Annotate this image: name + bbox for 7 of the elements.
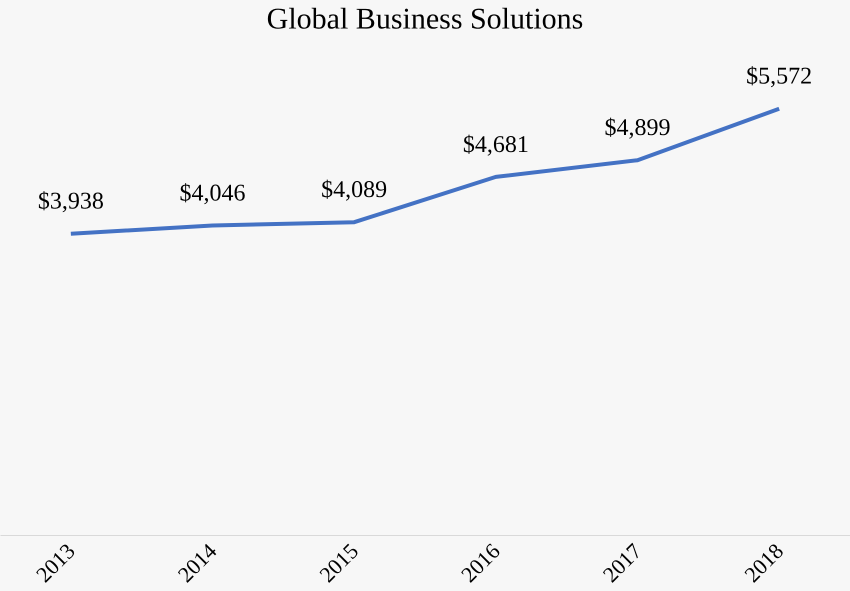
data-label: $4,089: [321, 177, 388, 204]
data-label: $4,046: [180, 180, 246, 206]
chart-title: Global Business Solutions: [266, 2, 584, 36]
data-label: $5,572: [746, 64, 812, 90]
data-label: $3,938: [38, 188, 104, 215]
data-label: $4,899: [604, 115, 670, 142]
data-label: $4,681: [462, 132, 529, 158]
